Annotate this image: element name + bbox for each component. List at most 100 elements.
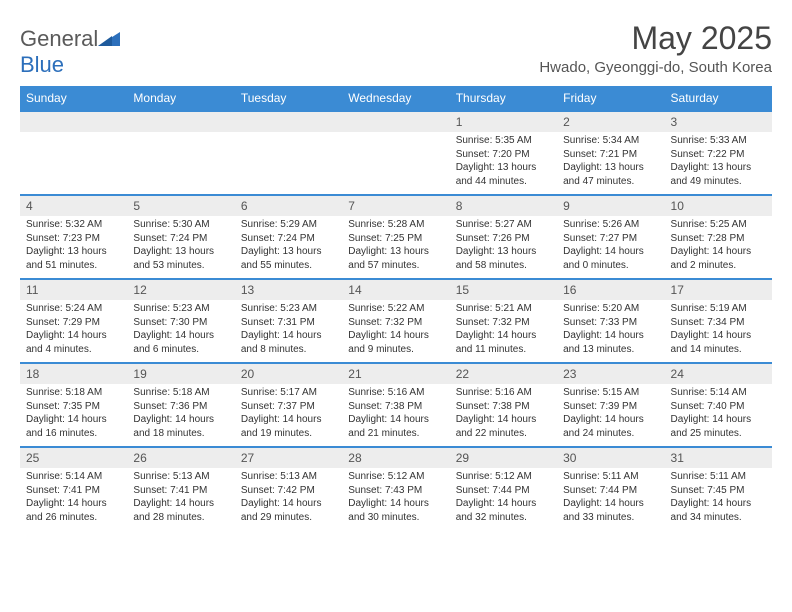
sunrise-text: Sunrise: 5:35 AM [456,134,551,148]
sunrise-text: Sunrise: 5:22 AM [348,302,443,316]
brand-part2: Blue [20,52,64,77]
sunset-text: Sunset: 7:33 PM [563,316,658,330]
dow-header: Sunday [20,86,127,111]
detail-cell: Sunrise: 5:22 AMSunset: 7:32 PMDaylight:… [342,300,449,363]
sunset-text: Sunset: 7:42 PM [241,484,336,498]
date-cell: 12 [127,279,234,300]
sunrise-text: Sunrise: 5:20 AM [563,302,658,316]
daylight-text-2: and 22 minutes. [456,427,551,441]
daylight-text-1: Daylight: 14 hours [563,413,658,427]
sunrise-text: Sunrise: 5:17 AM [241,386,336,400]
date-cell: 1 [450,111,557,132]
detail-cell [127,132,234,195]
detail-cell: Sunrise: 5:23 AMSunset: 7:30 PMDaylight:… [127,300,234,363]
detail-cell: Sunrise: 5:35 AMSunset: 7:20 PMDaylight:… [450,132,557,195]
sunset-text: Sunset: 7:43 PM [348,484,443,498]
date-cell: 28 [342,447,449,468]
date-cell: 30 [557,447,664,468]
sunrise-text: Sunrise: 5:21 AM [456,302,551,316]
sunrise-text: Sunrise: 5:18 AM [133,386,228,400]
sunrise-text: Sunrise: 5:18 AM [26,386,121,400]
sunrise-text: Sunrise: 5:33 AM [671,134,766,148]
detail-cell: Sunrise: 5:24 AMSunset: 7:29 PMDaylight:… [20,300,127,363]
daylight-text-2: and 32 minutes. [456,511,551,525]
sunset-text: Sunset: 7:38 PM [348,400,443,414]
detail-cell: Sunrise: 5:14 AMSunset: 7:41 PMDaylight:… [20,468,127,530]
sunset-text: Sunset: 7:22 PM [671,148,766,162]
sunset-text: Sunset: 7:21 PM [563,148,658,162]
daylight-text-1: Daylight: 14 hours [133,413,228,427]
daylight-text-2: and 57 minutes. [348,259,443,273]
sunset-text: Sunset: 7:24 PM [241,232,336,246]
daylight-text-1: Daylight: 14 hours [241,497,336,511]
daylight-text-1: Daylight: 13 hours [563,161,658,175]
detail-cell: Sunrise: 5:19 AMSunset: 7:34 PMDaylight:… [665,300,772,363]
sunrise-text: Sunrise: 5:34 AM [563,134,658,148]
daylight-text-2: and 8 minutes. [241,343,336,357]
date-cell: 14 [342,279,449,300]
date-row: 18192021222324 [20,363,772,384]
detail-cell [20,132,127,195]
sunset-text: Sunset: 7:32 PM [456,316,551,330]
sunset-text: Sunset: 7:38 PM [456,400,551,414]
detail-cell: Sunrise: 5:30 AMSunset: 7:24 PMDaylight:… [127,216,234,279]
daylight-text-2: and 11 minutes. [456,343,551,357]
daylight-text-2: and 16 minutes. [26,427,121,441]
triangle-icon [98,26,120,52]
date-cell: 15 [450,279,557,300]
daylight-text-1: Daylight: 14 hours [348,497,443,511]
sunrise-text: Sunrise: 5:19 AM [671,302,766,316]
detail-cell: Sunrise: 5:23 AMSunset: 7:31 PMDaylight:… [235,300,342,363]
daylight-text-2: and 30 minutes. [348,511,443,525]
daylight-text-1: Daylight: 14 hours [26,413,121,427]
daylight-text-2: and 53 minutes. [133,259,228,273]
detail-cell: Sunrise: 5:12 AMSunset: 7:44 PMDaylight:… [450,468,557,530]
sunrise-text: Sunrise: 5:13 AM [133,470,228,484]
sunrise-text: Sunrise: 5:27 AM [456,218,551,232]
daylight-text-2: and 4 minutes. [26,343,121,357]
daylight-text-2: and 47 minutes. [563,175,658,189]
date-cell: 2 [557,111,664,132]
date-cell: 3 [665,111,772,132]
date-cell: 4 [20,195,127,216]
sunrise-text: Sunrise: 5:23 AM [133,302,228,316]
sunset-text: Sunset: 7:37 PM [241,400,336,414]
detail-cell: Sunrise: 5:12 AMSunset: 7:43 PMDaylight:… [342,468,449,530]
detail-row: Sunrise: 5:24 AMSunset: 7:29 PMDaylight:… [20,300,772,363]
sunset-text: Sunset: 7:44 PM [456,484,551,498]
daylight-text-2: and 28 minutes. [133,511,228,525]
date-cell [342,111,449,132]
daylight-text-2: and 2 minutes. [671,259,766,273]
sunset-text: Sunset: 7:26 PM [456,232,551,246]
sunset-text: Sunset: 7:32 PM [348,316,443,330]
date-cell: 22 [450,363,557,384]
daylight-text-2: and 24 minutes. [563,427,658,441]
daylight-text-1: Daylight: 13 hours [26,245,121,259]
sunset-text: Sunset: 7:40 PM [671,400,766,414]
sunset-text: Sunset: 7:45 PM [671,484,766,498]
daylight-text-2: and 13 minutes. [563,343,658,357]
detail-cell: Sunrise: 5:11 AMSunset: 7:45 PMDaylight:… [665,468,772,530]
brand-logo: GeneralBlue [20,26,120,78]
sunrise-text: Sunrise: 5:12 AM [348,470,443,484]
daylight-text-1: Daylight: 14 hours [241,329,336,343]
month-title: May 2025 [539,20,772,57]
daylight-text-2: and 25 minutes. [671,427,766,441]
date-cell: 26 [127,447,234,468]
detail-cell: Sunrise: 5:14 AMSunset: 7:40 PMDaylight:… [665,384,772,447]
detail-cell: Sunrise: 5:13 AMSunset: 7:42 PMDaylight:… [235,468,342,530]
date-cell: 5 [127,195,234,216]
daylight-text-2: and 18 minutes. [133,427,228,441]
detail-cell: Sunrise: 5:16 AMSunset: 7:38 PMDaylight:… [450,384,557,447]
date-cell: 6 [235,195,342,216]
daylight-text-1: Daylight: 14 hours [563,497,658,511]
daylight-text-1: Daylight: 14 hours [671,329,766,343]
date-cell: 21 [342,363,449,384]
date-cell: 27 [235,447,342,468]
detail-cell: Sunrise: 5:25 AMSunset: 7:28 PMDaylight:… [665,216,772,279]
detail-cell: Sunrise: 5:17 AMSunset: 7:37 PMDaylight:… [235,384,342,447]
date-cell [127,111,234,132]
dow-header: Saturday [665,86,772,111]
sunset-text: Sunset: 7:27 PM [563,232,658,246]
sunset-text: Sunset: 7:31 PM [241,316,336,330]
